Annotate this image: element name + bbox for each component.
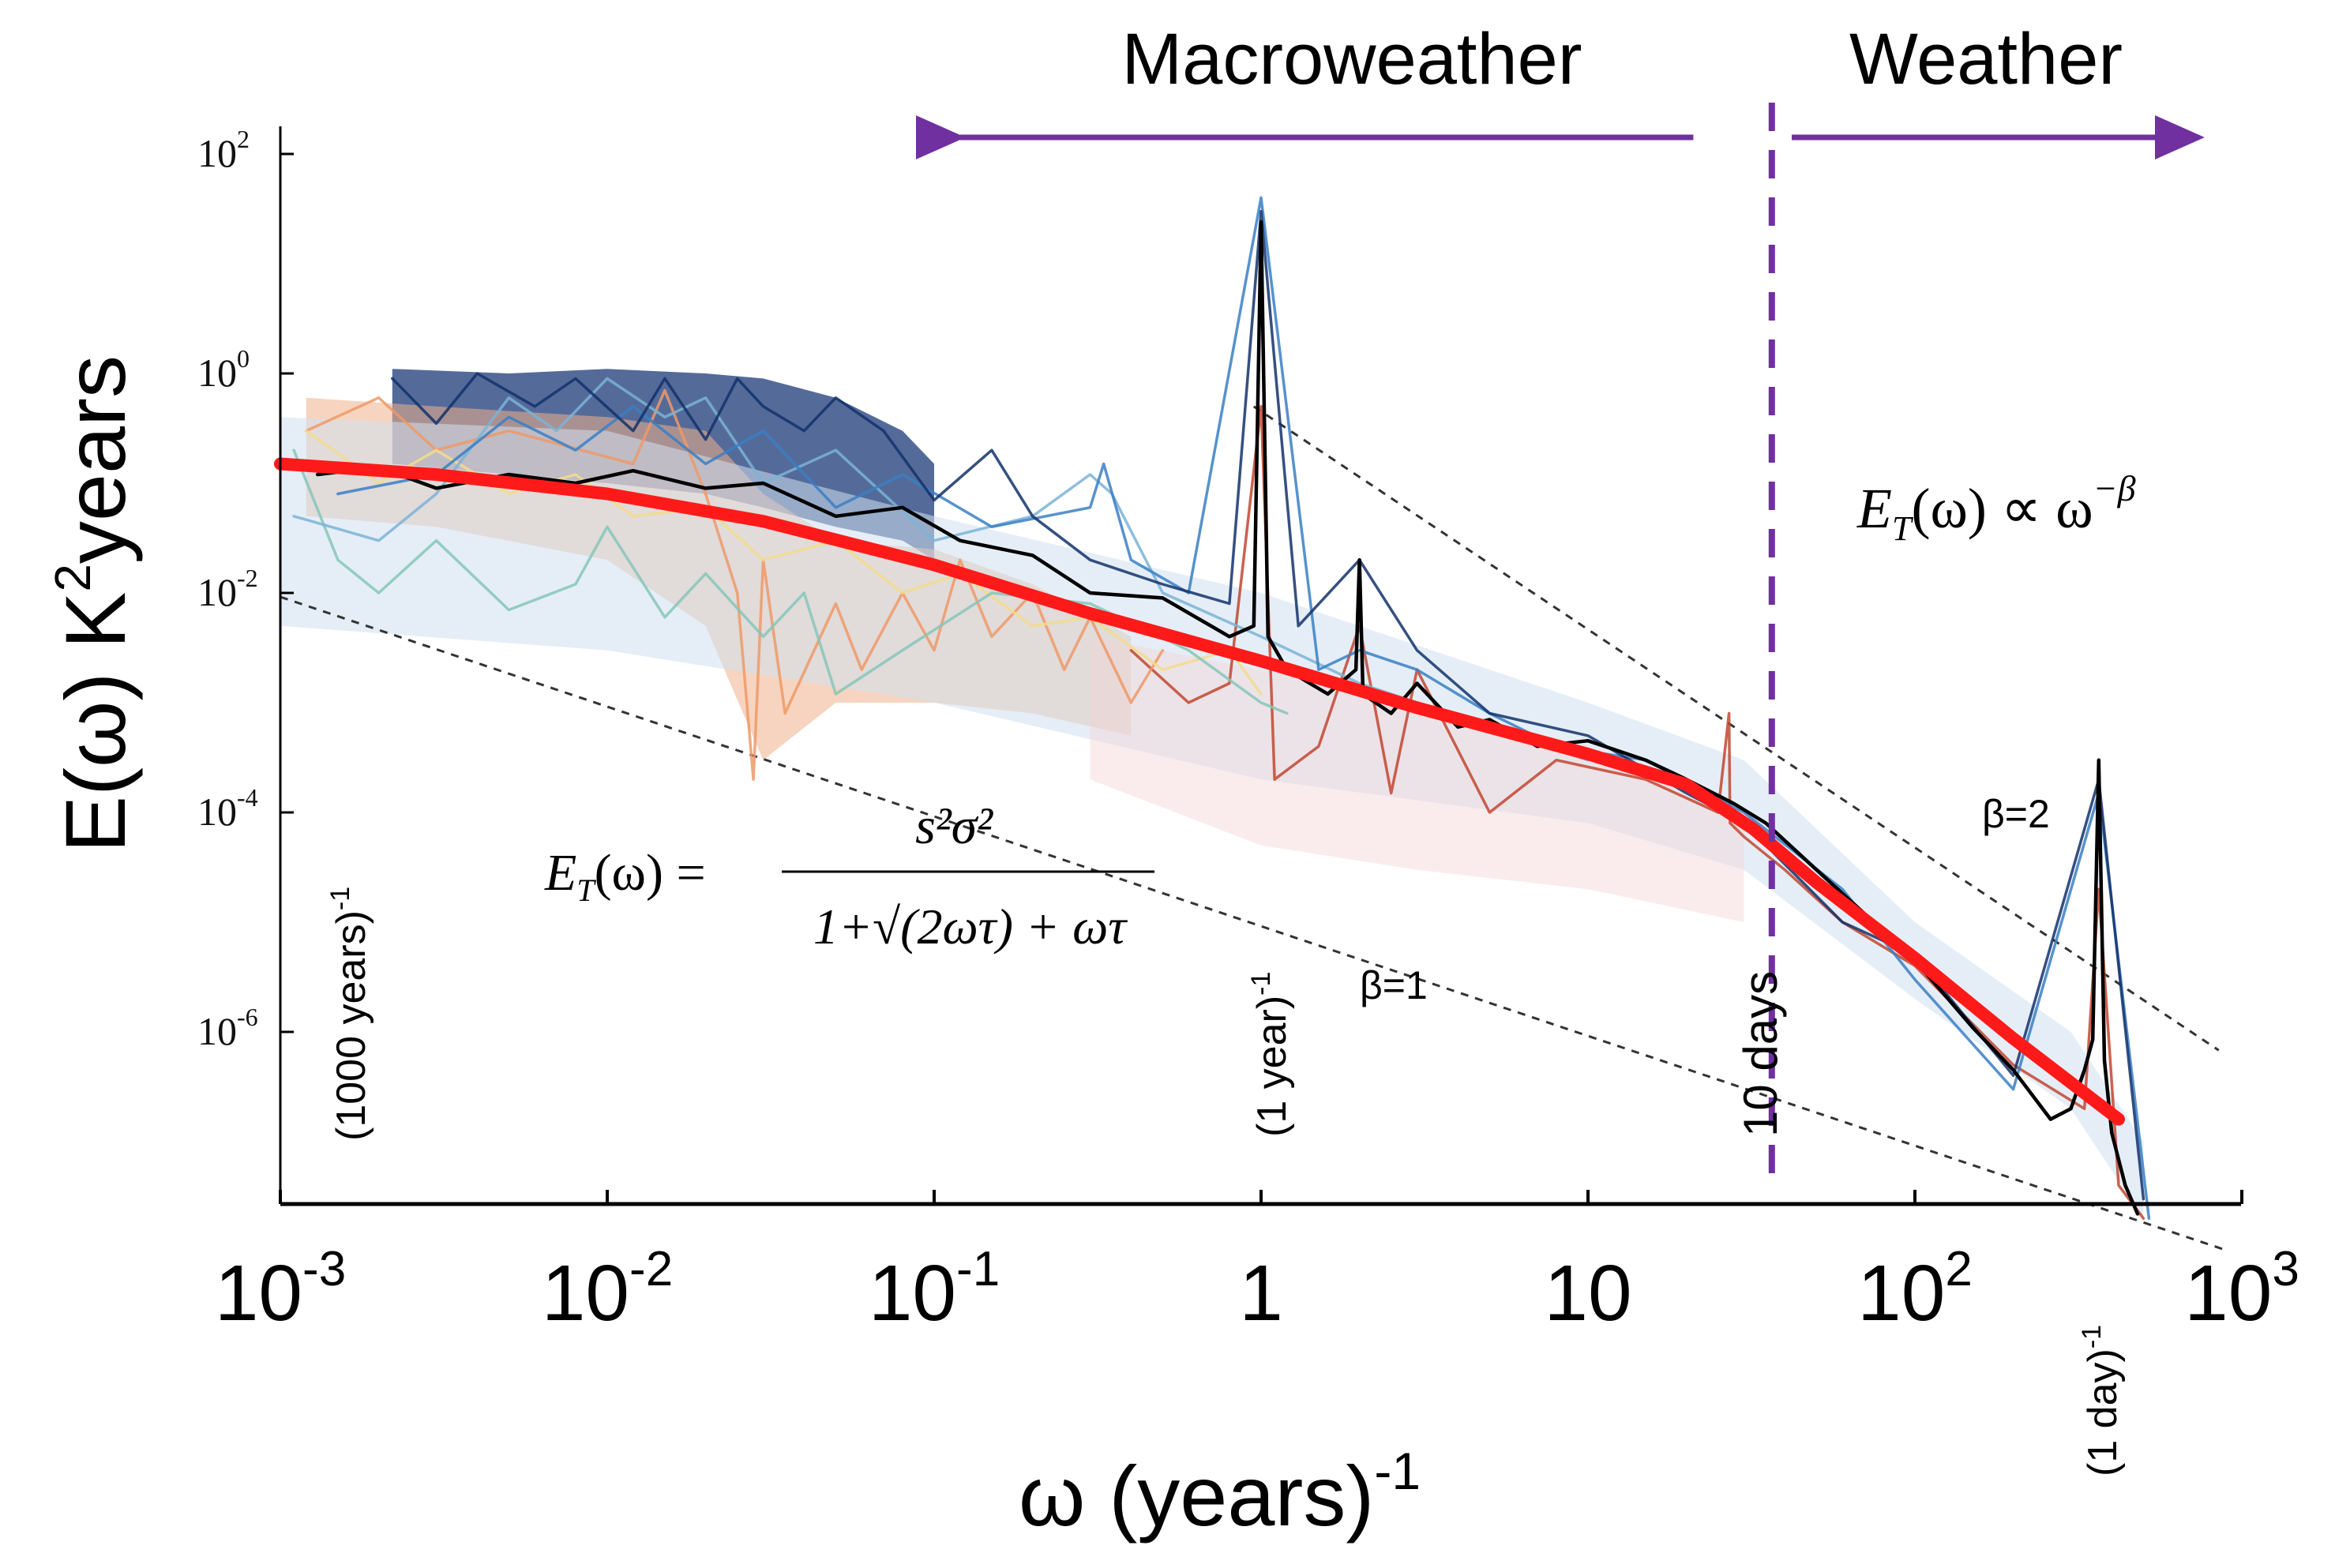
one-year-marker: (1 year)-1	[1246, 972, 1295, 1137]
ten-days-marker: 10 days	[1734, 971, 1787, 1137]
x-axis-ticks: 10-3 10-2 10-1 1 10 102 103	[215, 1190, 2299, 1337]
x-tick-label: 102	[1857, 1242, 1973, 1337]
band-pink	[1090, 636, 1744, 922]
svg-text:1+√(2ωτ) + ωτ: 1+√(2ωτ) + ωτ	[813, 898, 1128, 955]
series-model-fit	[274, 457, 2125, 1126]
macroweather-label: Macroweather	[1122, 19, 1582, 99]
x-tick-label: 10-3	[215, 1242, 346, 1337]
svg-text:ET(ω) =: ET(ω) =	[544, 844, 706, 908]
series-dataset-red	[1129, 405, 2145, 1220]
series-dataset-light-blue	[292, 377, 1590, 762]
model-formula: ET(ω) = s²σ² 1+√(2ωτ) + ωτ	[544, 797, 1154, 955]
svg-text:s²σ²: s²σ²	[915, 797, 993, 855]
one-day-marker: (1 day)-1	[2077, 1325, 2126, 1476]
x-tick-label: 1	[1239, 1249, 1283, 1337]
y-tick-label: 102	[197, 125, 250, 175]
series-dataset-pale-yellow	[305, 429, 1263, 696]
x-tick-label: 103	[2184, 1242, 2299, 1337]
x-tick-label: 10-2	[542, 1242, 673, 1337]
x-axis-label: ω (years)-1	[1019, 1442, 1421, 1544]
y-axis-ticks: 102 100 10-2 10-4 10-6	[197, 125, 294, 1053]
beta-1-label: β=1	[1360, 963, 1428, 1007]
reference-lines	[280, 405, 2228, 1252]
y-tick-label: 100	[197, 344, 250, 395]
thousand-years-marker: (1000 years)-1	[325, 887, 374, 1141]
series-mean-spectrum	[315, 219, 2140, 1216]
data-series	[274, 196, 2151, 1220]
x-tick-label: 10-1	[869, 1242, 1000, 1337]
regime-annotations: Macroweather Weather	[915, 19, 2205, 1188]
reference-line-beta-2	[1252, 405, 2220, 1052]
y-tick-label: 10-2	[197, 564, 258, 614]
reference-line-beta-1	[280, 595, 2228, 1252]
y-axis-label: E(ω) K2years	[44, 355, 143, 853]
beta-2-label: β=2	[1982, 792, 2050, 836]
y-tick-label: 10-4	[197, 783, 258, 834]
series-dataset-teal	[292, 448, 1289, 715]
weather-label: Weather	[1849, 19, 2123, 99]
y-tick-label: 10-6	[197, 1003, 258, 1053]
scaling-formula: ET(ω) ∝ ω−β	[1856, 468, 2136, 548]
x-tick-label: 10	[1544, 1249, 1631, 1337]
